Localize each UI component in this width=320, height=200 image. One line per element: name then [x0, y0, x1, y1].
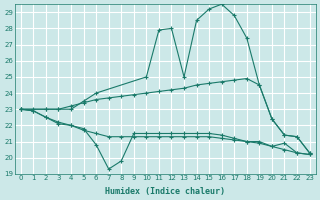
X-axis label: Humidex (Indice chaleur): Humidex (Indice chaleur) — [105, 187, 225, 196]
